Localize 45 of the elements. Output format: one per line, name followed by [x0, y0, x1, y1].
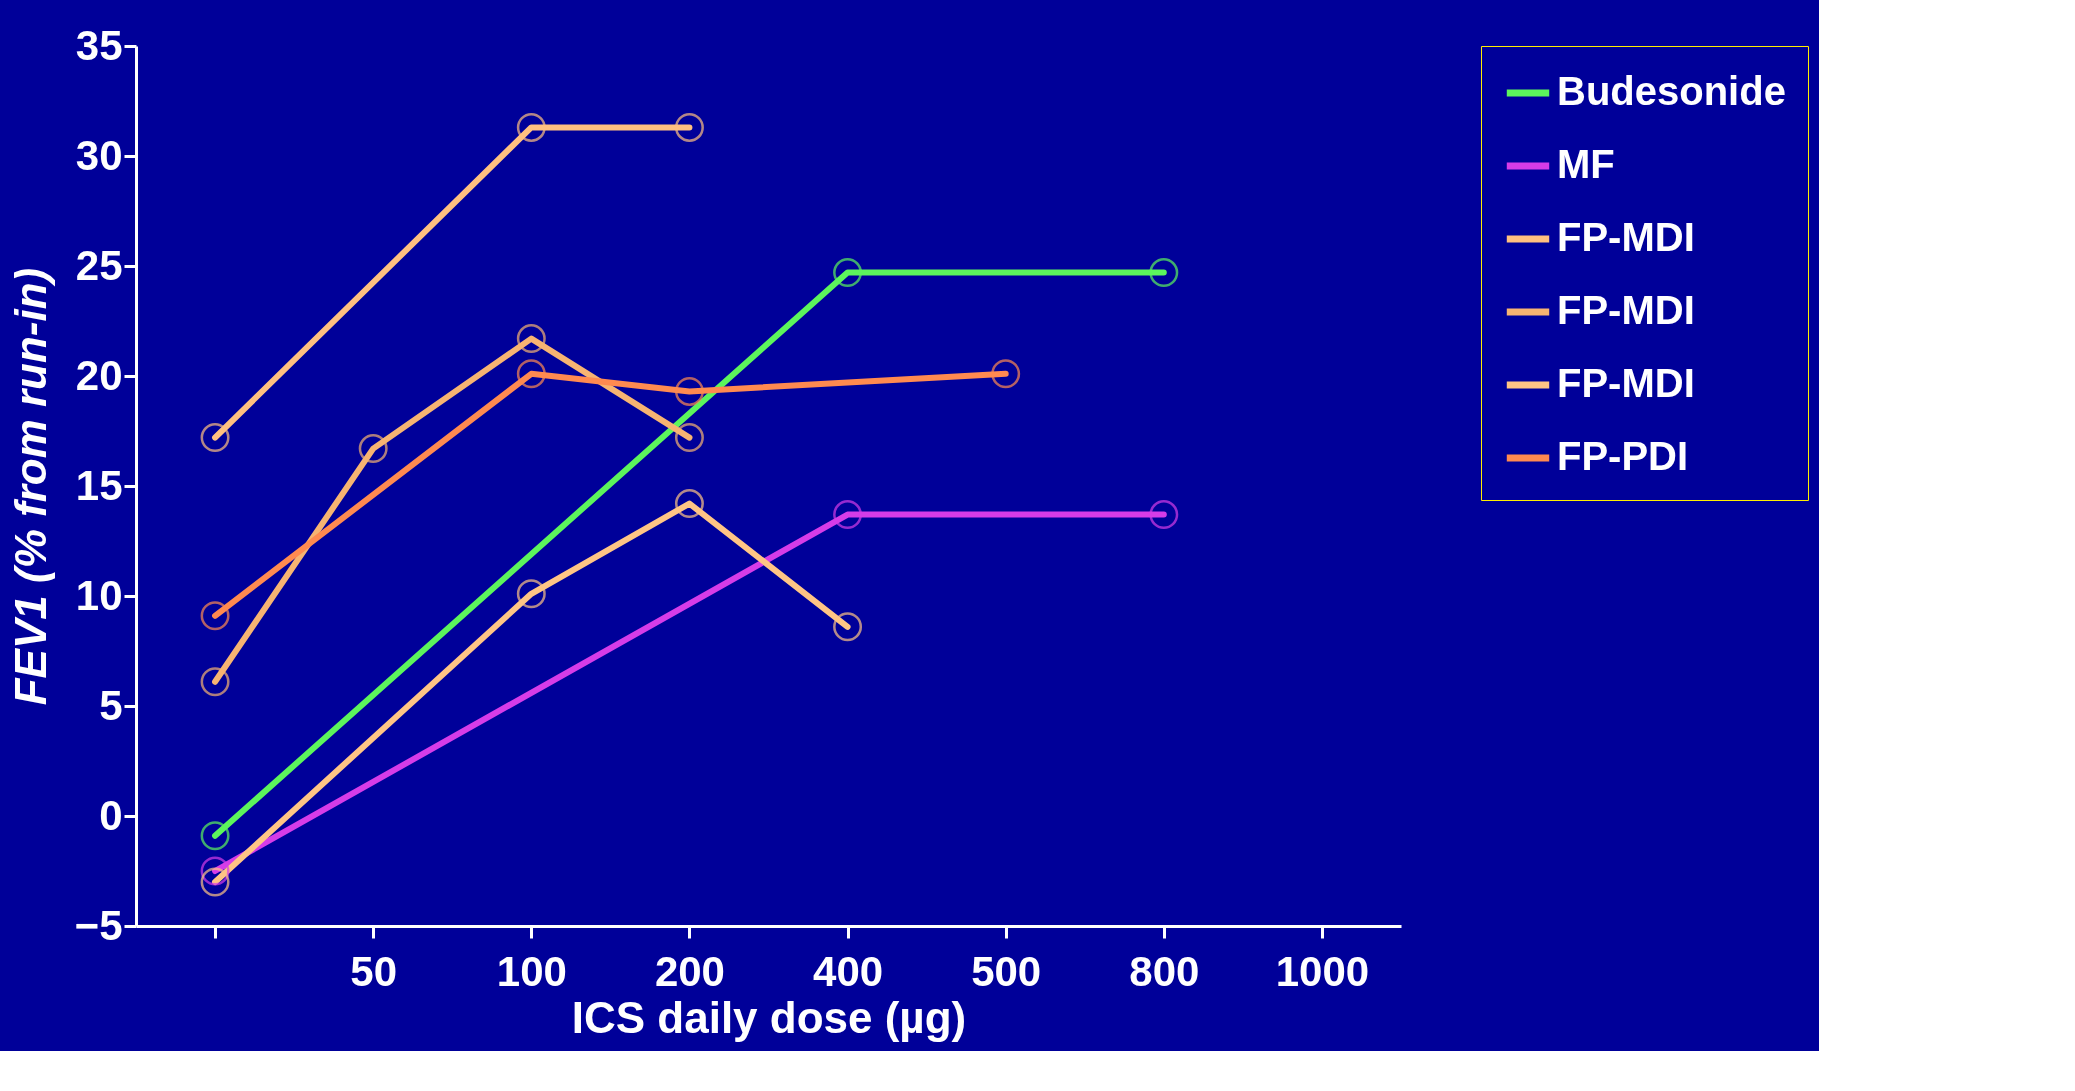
point [674, 423, 704, 453]
point [516, 359, 546, 389]
x-tick-label: 1000 [1275, 947, 1370, 995]
point [516, 324, 546, 354]
y-tick-label: 15 [75, 461, 123, 509]
point [200, 867, 230, 897]
point [516, 112, 546, 142]
point [200, 667, 230, 697]
point [674, 112, 704, 142]
legend-label: FP-PDI [1557, 434, 1689, 478]
point [833, 258, 863, 288]
legend-label: FP-MDI [1557, 288, 1695, 332]
y-tick-label: 30 [75, 131, 123, 179]
point [833, 612, 863, 642]
legend-label: FP-MDI [1557, 215, 1695, 259]
legend-label: Budesonide [1557, 69, 1786, 113]
point [200, 821, 230, 851]
y-tick-label: 35 [75, 21, 123, 69]
x-axis-title: ICS daily dose (µg) [571, 992, 967, 1042]
legend-label: MF [1557, 142, 1615, 186]
y-tick-label: 25 [75, 241, 123, 289]
x-tick-label: 500 [971, 947, 1042, 995]
y-tick-label: 10 [75, 571, 123, 619]
x-tick-label: 50 [350, 947, 398, 995]
point [200, 423, 230, 453]
point [200, 856, 230, 886]
point [200, 601, 230, 631]
point [991, 359, 1021, 389]
legend-label: FP-MDI [1557, 361, 1695, 405]
x-tick-label: 800 [1129, 947, 1200, 995]
point [358, 434, 388, 464]
y-tick-label: 5 [99, 681, 123, 729]
y-axis-title: FEV1 (% from run-in) [5, 267, 55, 706]
y-tick-label: 20 [75, 351, 123, 399]
x-tick-label: 100 [496, 947, 567, 995]
point [833, 500, 863, 530]
point [674, 489, 704, 519]
x-tick-label: 400 [813, 947, 884, 995]
y-tick-label: 0 [99, 791, 123, 839]
point [1149, 500, 1179, 530]
x-tick-label: 200 [654, 947, 725, 995]
point [516, 579, 546, 609]
y-tick-label: −5 [74, 901, 123, 949]
point [674, 376, 704, 406]
point [1149, 258, 1179, 288]
